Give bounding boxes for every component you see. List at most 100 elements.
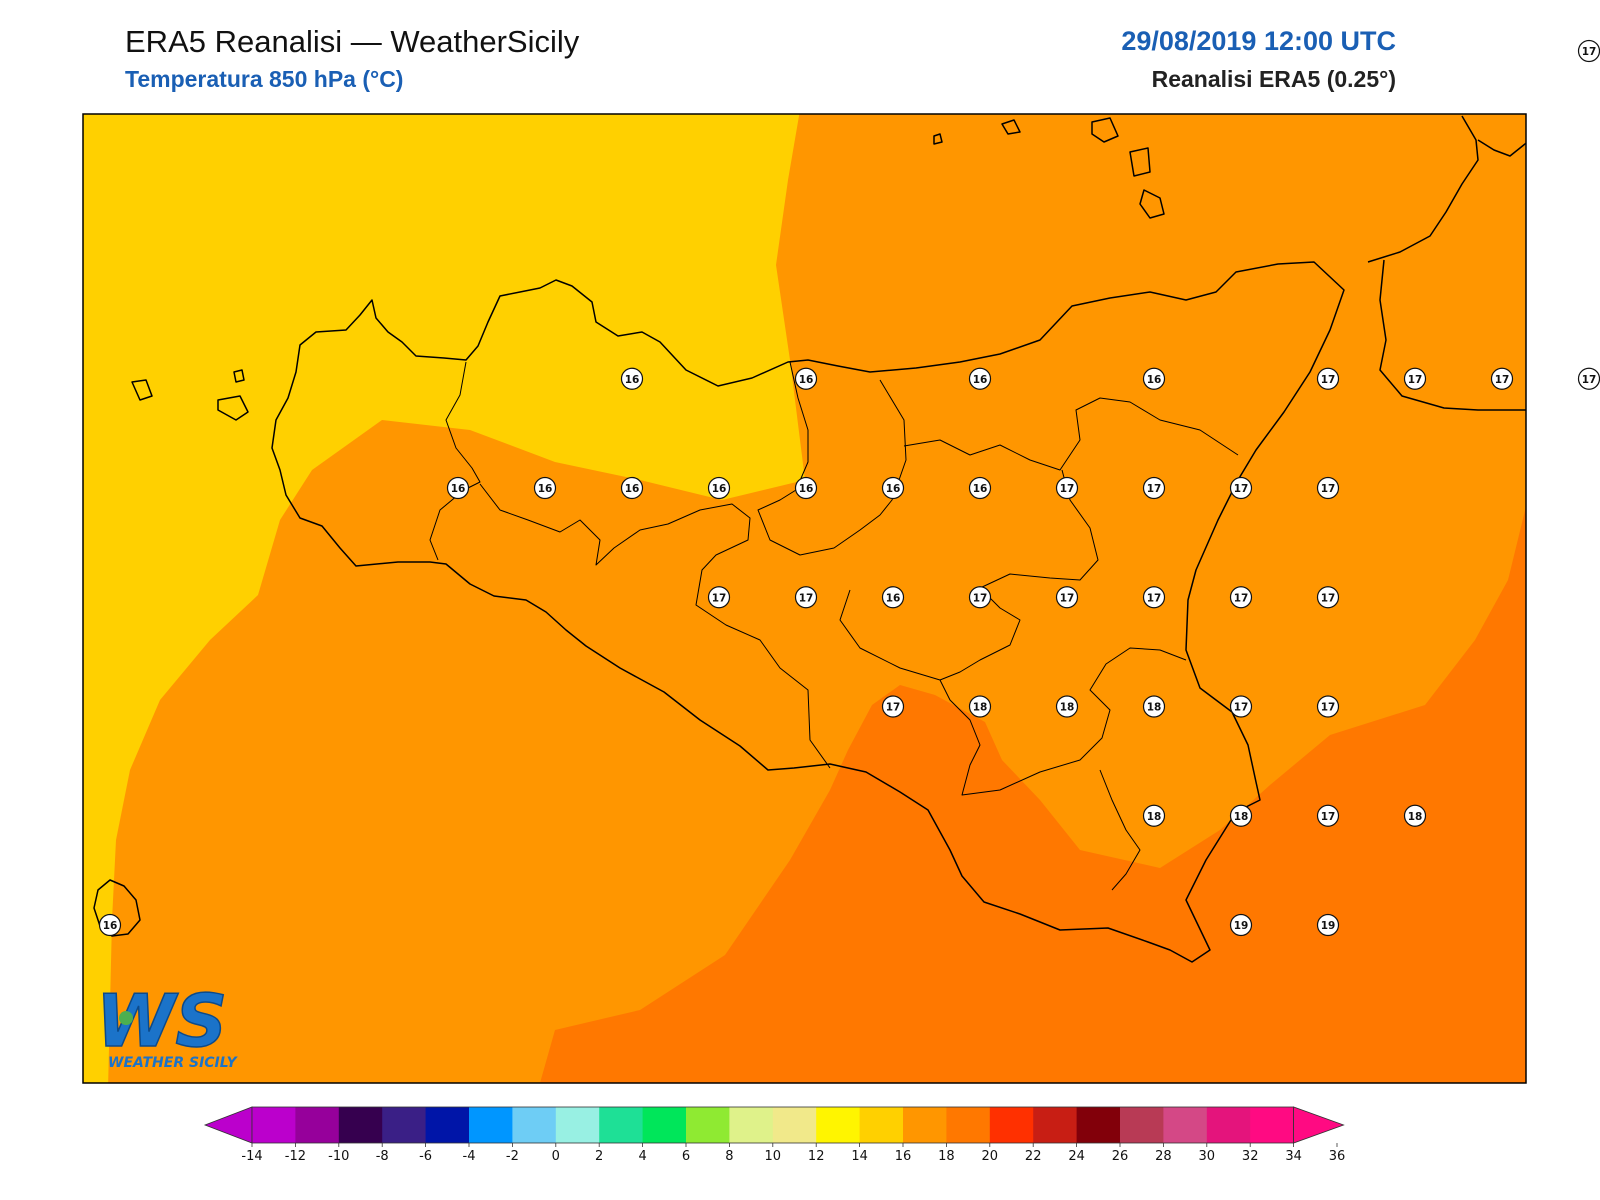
station-value: 17 — [799, 592, 814, 604]
station-circle — [1229, 913, 1253, 937]
station-value: 17 — [1582, 46, 1597, 58]
colorbar-segment — [1206, 1107, 1251, 1143]
colorbar-tick-label: 22 — [1025, 1149, 1042, 1164]
station-value: 16 — [451, 483, 466, 495]
colorbar-tick-label: 24 — [1068, 1149, 1085, 1164]
colorbar-tick-label: 30 — [1199, 1149, 1216, 1164]
station-marker: 16 — [794, 476, 818, 500]
station-value: 17 — [1321, 702, 1336, 714]
station-marker: 17 — [1316, 695, 1340, 718]
station-marker: 16 — [620, 476, 644, 500]
colorbar-segment — [642, 1107, 687, 1143]
station-value: 17 — [1582, 374, 1597, 386]
station-marker: 16 — [968, 476, 992, 500]
station-marker: 16 — [98, 913, 122, 937]
logo-letters: WS — [96, 979, 227, 1063]
station-value: 18 — [1147, 702, 1162, 714]
station-circle — [1229, 804, 1253, 827]
station-marker: 16 — [707, 476, 731, 500]
station-marker: 17 — [1142, 586, 1166, 609]
temperature-colorbar: -14 -12 -10 -8 -6 -4 -2 0 2 4 6 8 10 12 14 16 18 20 22 24 26… — [203, 1106, 1346, 1164]
temperature-band-16-18 — [108, 114, 1526, 1083]
station-marker: 17 — [1142, 476, 1166, 500]
station-value: 17 — [886, 702, 901, 714]
colorbar-segment — [686, 1107, 730, 1143]
station-marker: 16 — [881, 476, 905, 500]
station-circle — [620, 476, 644, 500]
station-circle — [1142, 586, 1166, 609]
station-value: 18 — [1060, 702, 1075, 714]
station-marker: 17 — [881, 695, 905, 718]
station-circle — [1055, 476, 1079, 500]
colorbar-tick-label: -12 — [285, 1149, 306, 1164]
colorbar-tick-label: 2 — [595, 1149, 603, 1164]
station-value: 17 — [1321, 374, 1336, 386]
station-marker: 16 — [446, 476, 470, 500]
colorbar-segment — [1033, 1107, 1078, 1143]
colorbar-tick-label: 0 — [552, 1149, 560, 1164]
station-value: 18 — [1408, 811, 1423, 823]
station-value: 18 — [1234, 811, 1249, 823]
station-value: 18 — [1147, 811, 1162, 823]
valid-datetime: 29/08/2019 12:00 UTC — [1121, 26, 1396, 56]
colorbar-tick-label: 14 — [851, 1149, 868, 1164]
station-marker: 18 — [1142, 804, 1166, 827]
temperature-band-18-20 — [539, 506, 1526, 1083]
colorbar-segment — [903, 1107, 947, 1143]
colorbar-tick-label: 26 — [1112, 1149, 1129, 1164]
colorbar-segment — [729, 1107, 774, 1143]
colorbar-segment — [295, 1107, 340, 1143]
station-circle — [1316, 367, 1340, 390]
station-circle — [1316, 695, 1340, 718]
weather-sicily-logo: WS WEATHER SICILY — [95, 978, 238, 1071]
station-circle — [1316, 913, 1340, 937]
pantelleria-island — [93, 879, 141, 937]
station-value: 19 — [1234, 920, 1249, 932]
province-border-enna — [903, 397, 1239, 471]
station-marker: 18 — [1229, 804, 1253, 827]
station-marker: 17 — [1229, 586, 1253, 609]
province-border-catania — [939, 469, 1099, 681]
egadi-islands — [131, 369, 249, 421]
station-value: 17 — [1234, 592, 1249, 604]
colorbar-tick-label: 10 — [765, 1149, 782, 1164]
station-circle — [1490, 367, 1514, 390]
colorbar-segment — [1250, 1107, 1295, 1143]
station-circle — [968, 476, 992, 500]
station-value: 16 — [973, 374, 988, 386]
station-marker: 19 — [1316, 913, 1340, 937]
station-circle — [707, 476, 731, 500]
station-value: 16 — [886, 592, 901, 604]
colorbar-tick-label: 4 — [638, 1149, 646, 1164]
station-value: 17 — [1321, 811, 1336, 823]
station-marker: 18 — [1403, 804, 1427, 827]
province-border-ragusa — [1099, 769, 1141, 891]
station-circle — [1142, 804, 1166, 827]
colorbar-tick-label: -14 — [241, 1149, 262, 1164]
colorbar-tick-label: 34 — [1285, 1149, 1302, 1164]
colorbar-segment — [469, 1107, 513, 1143]
colorbar-tick-label: 8 — [725, 1149, 733, 1164]
colorbar-segment — [252, 1107, 296, 1143]
colorbar-tick-label: 36 — [1329, 1149, 1346, 1164]
station-circle — [1229, 476, 1253, 500]
calabria-ionian-coast — [1477, 139, 1526, 157]
colorbar-segment — [512, 1107, 557, 1143]
station-markers: 17 18 16 16 16 16 17 17 17 17 16 16 16 16 16 16 16 17 17 17… — [98, 39, 1600, 937]
colorbar-tick-label: 32 — [1242, 1149, 1259, 1164]
station-circle — [98, 913, 122, 937]
station-value: 17 — [1408, 374, 1423, 386]
colorbar-segment — [859, 1107, 904, 1143]
station-circle — [968, 586, 992, 609]
station-marker: 17 — [1403, 367, 1427, 390]
colorbar-over-arrow — [1293, 1106, 1345, 1144]
station-value: 16 — [625, 483, 640, 495]
colorbar-segment — [1163, 1107, 1208, 1143]
colorbar-segment — [1120, 1107, 1164, 1143]
station-marker: 17 — [1055, 586, 1079, 609]
province-border-south — [839, 589, 1187, 796]
data-source: Reanalisi ERA5 (0.25°) — [1151, 66, 1396, 92]
station-circle — [1142, 695, 1166, 718]
station-value: 16 — [799, 374, 814, 386]
